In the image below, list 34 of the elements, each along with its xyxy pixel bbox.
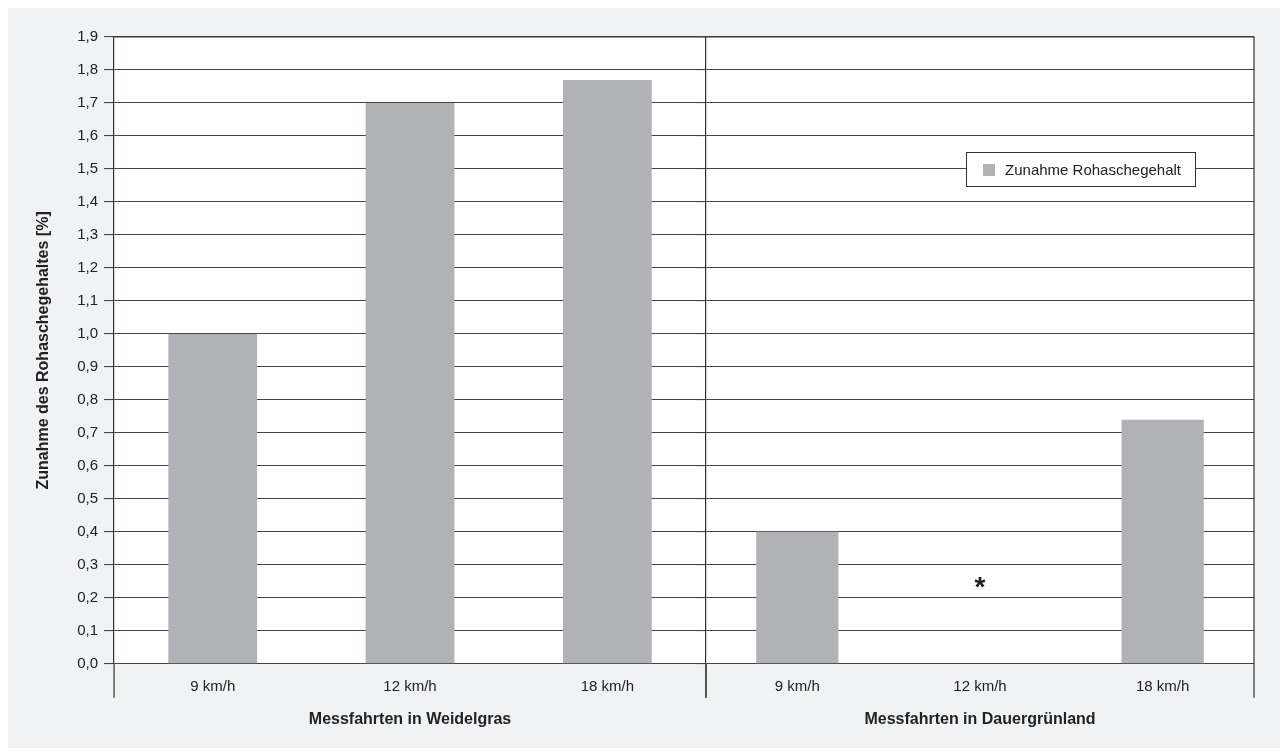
y-tick-label: 1,3	[77, 225, 99, 243]
x-tick-label: 9 km/h	[190, 676, 236, 694]
y-tick-label: 1,2	[77, 258, 99, 276]
y-axis-title: Zunahme des Rohaschegehaltes [%]	[34, 211, 52, 490]
x-tick-label: 18 km/h	[580, 676, 635, 694]
x-axis-title: Messfahrten in Dauergrünland	[864, 709, 1096, 727]
y-tick-label: 1,9	[77, 27, 99, 45]
bar	[562, 79, 652, 664]
x-axis-title: Messfahrten in Weidelgras	[308, 709, 512, 727]
x-tick-label: 9 km/h	[774, 676, 820, 694]
y-tick-label: 1,1	[77, 291, 99, 309]
annotation: *	[974, 571, 986, 603]
y-tick-label: 0,4	[77, 521, 99, 539]
x-tick-label: 12 km/h	[383, 676, 437, 694]
y-tick-label: 1,6	[77, 126, 99, 144]
y-tick-label: 1,0	[77, 324, 99, 342]
y-tick-label: 1,8	[77, 60, 99, 78]
bar	[365, 102, 455, 664]
y-tick-label: 0,1	[77, 620, 99, 638]
y-tick-label: 0,7	[77, 423, 99, 441]
y-tick-label: 1,4	[77, 192, 99, 210]
bar	[168, 333, 258, 664]
y-tick-label: 0,5	[77, 488, 99, 506]
y-tick-label: 0,8	[77, 390, 99, 408]
y-tick-label: 0,6	[77, 456, 99, 473]
y-tick-label: 1,7	[77, 93, 99, 111]
x-tick-label: 12 km/h	[953, 676, 1007, 694]
y-tick-label: 0,9	[77, 357, 99, 375]
y-tick-label: 0,0	[77, 653, 99, 671]
y-tick-label: 1,5	[77, 159, 99, 177]
y-tick-label: 0,2	[77, 587, 99, 605]
legend-label: Zunahme Rohaschegehalt	[1005, 161, 1181, 178]
y-tick-label: 0,3	[77, 554, 99, 572]
x-tick-label: 18 km/h	[1135, 676, 1190, 694]
